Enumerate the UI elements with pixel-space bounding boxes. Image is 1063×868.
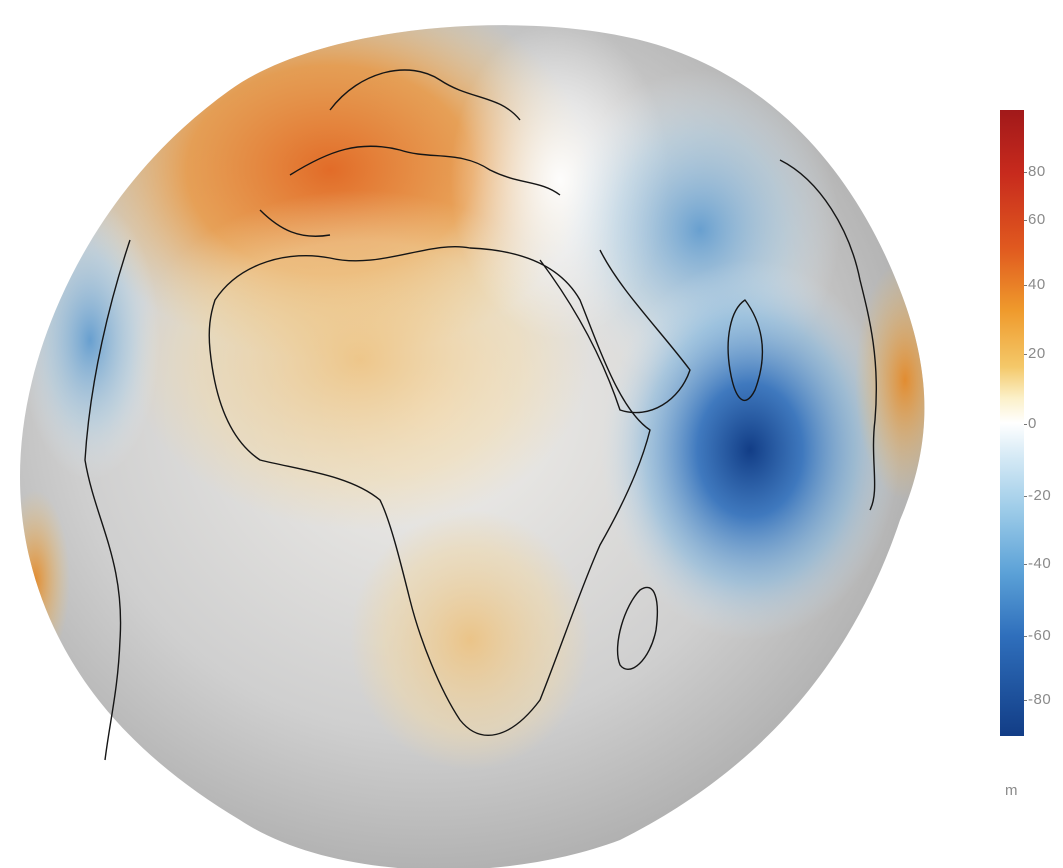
americas-coastline [84, 239, 131, 761]
coastlines [84, 69, 878, 761]
colorbar-unit: m [1005, 782, 1018, 799]
high-anomaly-west-rim [20, 490, 70, 670]
asia-coastline [779, 159, 878, 511]
colorbar-tick [1024, 424, 1027, 425]
colorbar-gradient [1000, 110, 1024, 736]
colorbar-label-60: 60 [1028, 211, 1046, 228]
colorbar-label-0: 0 [1028, 415, 1037, 432]
colorbar: 80 60 40 20 0 -20 -40 -60 -80 m [995, 108, 1063, 808]
arabia-coastline [539, 249, 691, 414]
europe-coastline [259, 69, 561, 237]
colorbar-tick [1024, 220, 1027, 221]
colorbar-label-40: 40 [1028, 276, 1046, 293]
colorbar-label-minus-20: -20 [1028, 487, 1052, 504]
africa-coastline [208, 246, 651, 736]
high-anomaly-east-rim [855, 260, 925, 500]
colorbar-tick [1024, 496, 1027, 497]
madagascar-coastline [616, 586, 659, 670]
colorbar-label-minus-60: -60 [1028, 627, 1052, 644]
low-anomaly-atlantic-rim [20, 200, 160, 480]
colorbar-tick [1024, 700, 1027, 701]
colorbar-tick [1024, 636, 1027, 637]
colorbar-tick [1024, 564, 1027, 565]
colorbar-label-80: 80 [1028, 163, 1046, 180]
colorbar-label-minus-40: -40 [1028, 555, 1052, 572]
low-anomaly-indian-ocean [600, 260, 900, 640]
geoid-globe-svg [20, 25, 925, 868]
high-anomaly-south-africa [350, 510, 590, 770]
colorbar-tick [1024, 285, 1027, 286]
india-coastline [727, 299, 763, 402]
colorbar-label-20: 20 [1028, 345, 1046, 362]
colorbar-tick [1024, 354, 1027, 355]
colorbar-tick [1024, 172, 1027, 173]
geoid-globe [20, 25, 925, 868]
colorbar-label-minus-80: -80 [1028, 691, 1052, 708]
